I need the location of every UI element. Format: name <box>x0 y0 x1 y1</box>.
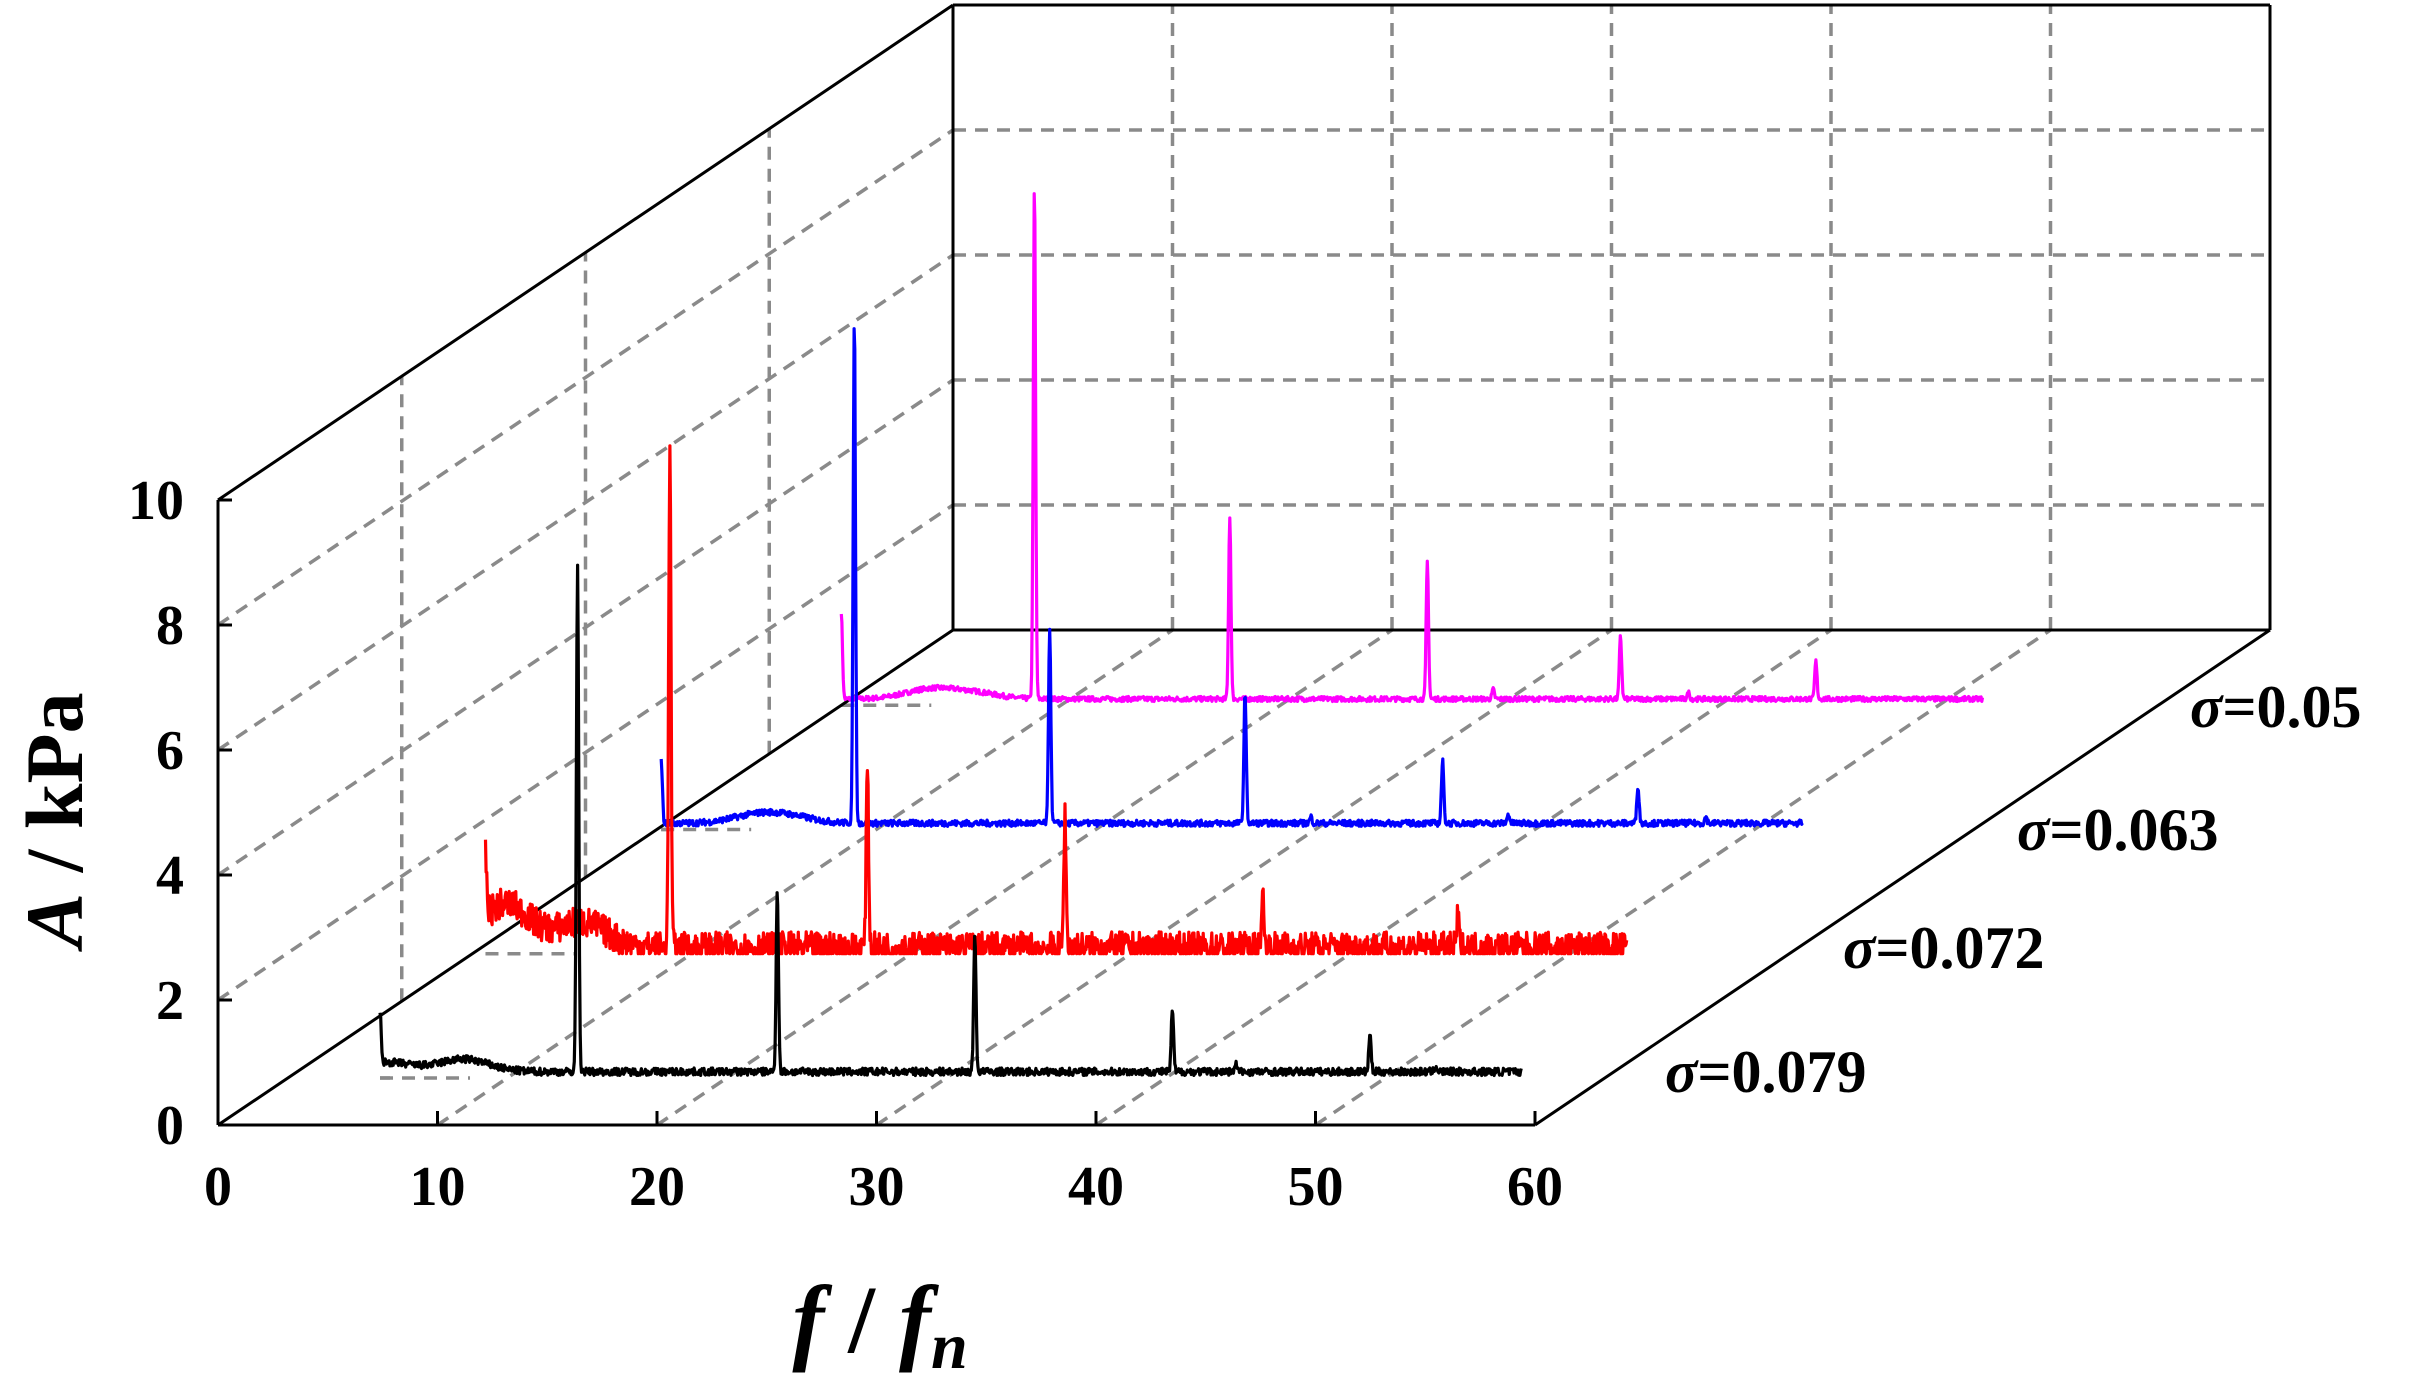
series-traces <box>378 192 1985 1078</box>
grid-lines <box>217 5 2270 1127</box>
tick-labels: 0 10 20 30 40 50 60 0 2 4 6 8 10 <box>128 470 1563 1218</box>
y-tick-label-0: 0 <box>156 1095 184 1157</box>
floor-left-edge <box>217 628 954 1127</box>
series-label-sigma-0-072: σ=0.072 <box>1843 915 2045 981</box>
x-tick-label-20: 20 <box>629 1156 685 1218</box>
x-tick-label-0: 0 <box>204 1156 232 1218</box>
y-tick-label-8: 8 <box>156 595 184 657</box>
x-tick-label-30: 30 <box>849 1156 905 1218</box>
y-tick-label-2: 2 <box>156 970 184 1032</box>
floor-grid-x-40 <box>1095 628 1832 1127</box>
series-label-sigma-0-05: σ=0.05 <box>2190 674 2362 740</box>
x-tick-label-60: 60 <box>1507 1156 1563 1218</box>
y-tick-label-4: 4 <box>156 845 184 907</box>
y-tick-label-10: 10 <box>128 470 184 532</box>
floor-grid-x-50 <box>1314 628 2052 1127</box>
x-tick-label-50: 50 <box>1288 1156 1344 1218</box>
series-label-sigma-0-079: σ=0.079 <box>1665 1039 1867 1105</box>
x-tick-label-10: 10 <box>410 1156 466 1218</box>
series-trace-0 <box>378 563 1523 1078</box>
x-tick-label-40: 40 <box>1068 1156 1124 1218</box>
top-left-edge <box>217 3 954 502</box>
y-tick-label-6: 6 <box>156 720 184 782</box>
axes-frame <box>216 3 2272 1127</box>
floor-right-edge <box>1534 628 2271 1127</box>
series-label-sigma-0-063: σ=0.063 <box>2017 797 2219 863</box>
left-grid-y-8 <box>217 128 954 627</box>
x-axis-title: f / fn <box>792 1266 967 1383</box>
series-trace-1 <box>483 444 1629 956</box>
floor-grid-x-20 <box>656 628 1393 1127</box>
floor-grid-x-30 <box>875 628 1613 1127</box>
left-grid-y-2 <box>217 503 954 1002</box>
series-trace-3 <box>839 192 1985 704</box>
series-trace-2 <box>659 327 1804 829</box>
y-axis-title: A / kPa <box>9 692 100 952</box>
